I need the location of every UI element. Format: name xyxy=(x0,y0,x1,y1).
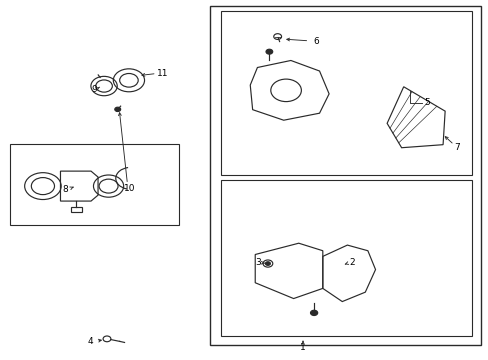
Text: 7: 7 xyxy=(454,143,460,152)
Bar xyxy=(71,207,81,212)
Text: 5: 5 xyxy=(424,98,429,107)
Bar xyxy=(221,12,471,175)
Bar xyxy=(210,6,480,345)
Circle shape xyxy=(115,107,121,112)
Text: 6: 6 xyxy=(313,37,319,46)
Bar xyxy=(221,180,471,336)
Text: 11: 11 xyxy=(157,69,168,78)
Text: 10: 10 xyxy=(124,184,135,193)
Text: 3: 3 xyxy=(255,258,261,267)
Text: 1: 1 xyxy=(300,343,305,352)
Circle shape xyxy=(310,310,317,315)
Text: 9: 9 xyxy=(91,85,97,94)
Text: 4: 4 xyxy=(87,337,93,346)
Text: 8: 8 xyxy=(62,185,68,194)
Circle shape xyxy=(265,262,270,265)
Text: 2: 2 xyxy=(348,258,354,267)
Circle shape xyxy=(265,49,272,54)
Bar xyxy=(10,144,178,225)
